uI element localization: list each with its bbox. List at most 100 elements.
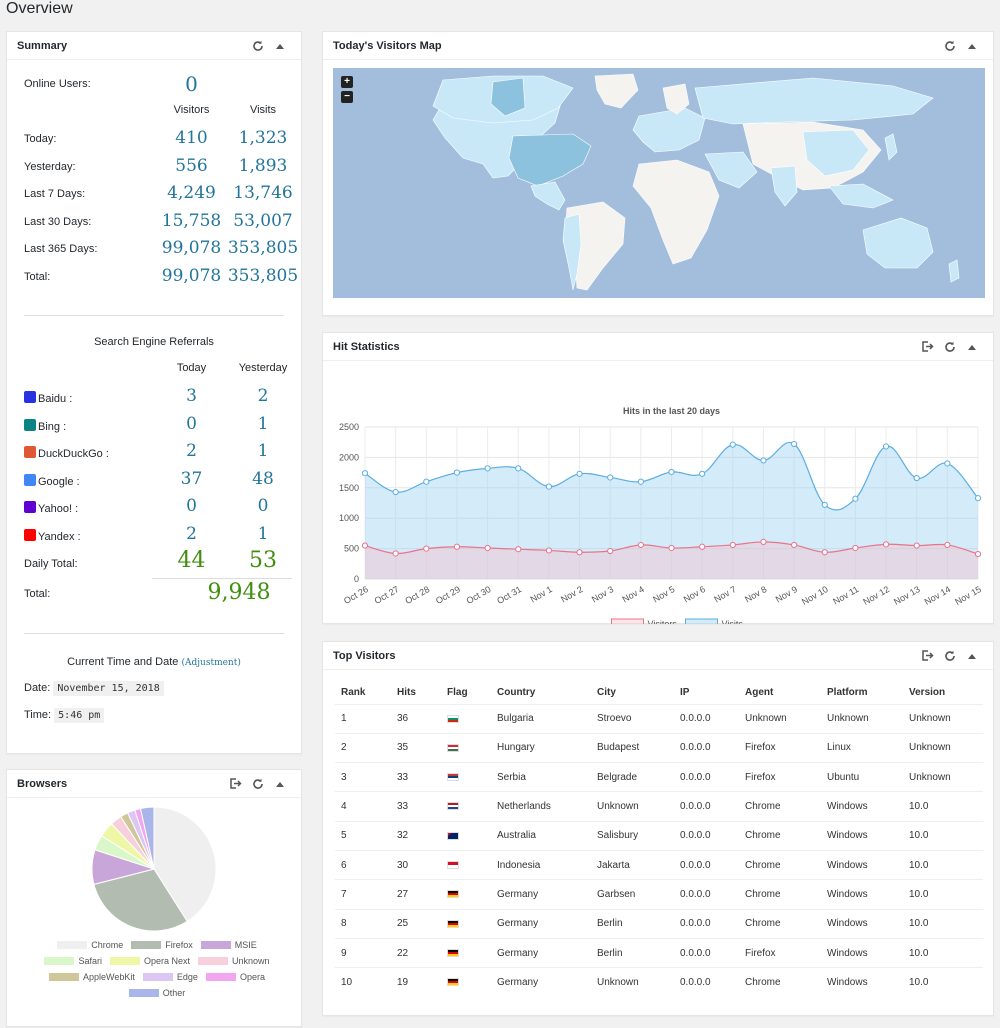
data-point-visitors[interactable] (361, 542, 369, 549)
map-region-usa[interactable] (508, 133, 592, 187)
data-point-visitors[interactable] (974, 550, 982, 558)
online-users-value[interactable]: 0 (185, 72, 198, 96)
data-point-visits[interactable] (361, 470, 369, 477)
data-point-visits[interactable] (423, 478, 430, 485)
data-point-visitors[interactable] (545, 547, 552, 554)
search-engine-yesterday[interactable]: 48 (252, 468, 274, 489)
data-point-visits[interactable] (668, 468, 675, 476)
data-point-visitors[interactable] (944, 541, 951, 549)
data-point-visits[interactable] (484, 465, 491, 472)
data-point-visits[interactable] (453, 469, 461, 476)
legend-item[interactable]: Edge (142, 972, 198, 982)
legend-item[interactable]: Opera (205, 972, 265, 982)
summary-row-visitors[interactable]: 4,249 (167, 183, 216, 204)
map-region-china[interactable] (802, 129, 870, 177)
map-region-japan[interactable] (884, 133, 898, 161)
export-icon[interactable] (225, 775, 247, 793)
data-point-visits[interactable] (515, 465, 522, 472)
data-point-visitors[interactable] (453, 543, 461, 550)
data-point-visits[interactable] (913, 474, 920, 482)
data-point-visitors[interactable] (423, 545, 430, 552)
refresh-icon[interactable] (939, 647, 961, 665)
refresh-icon[interactable] (247, 775, 269, 793)
map-region-southeast-asia[interactable] (828, 183, 894, 209)
data-point-visitors[interactable] (913, 542, 920, 549)
data-point-visitors[interactable] (668, 544, 675, 552)
search-engine-today[interactable]: 3 (186, 386, 197, 406)
search-engine-yesterday[interactable]: 2 (257, 386, 269, 406)
data-point-visits[interactable] (607, 474, 614, 481)
summary-row-visits[interactable]: 1,323 (238, 128, 288, 148)
summary-row-visitors[interactable]: 556 (175, 155, 208, 176)
refresh-icon[interactable] (939, 37, 961, 55)
search-engine-today[interactable]: 37 (180, 468, 203, 489)
map-region-south-america-west[interactable] (562, 213, 582, 291)
search-engine-yesterday[interactable]: 1 (257, 441, 269, 462)
map-region-alaska[interactable] (490, 77, 526, 117)
legend-item[interactable]: Other (128, 988, 185, 998)
collapse-toggle-icon[interactable] (961, 647, 983, 665)
collapse-toggle-icon[interactable] (269, 37, 291, 55)
data-point-visitors[interactable] (392, 550, 399, 557)
search-engine-today[interactable]: 0 (186, 413, 197, 434)
data-point-visits[interactable] (821, 501, 828, 508)
data-point-visitors[interactable] (484, 544, 491, 552)
legend-item[interactable]: Safari (44, 956, 102, 966)
legend-item[interactable]: AppleWebKit (49, 972, 135, 982)
data-point-visits[interactable] (576, 470, 583, 477)
data-point-visits[interactable] (760, 457, 767, 464)
search-engine-today[interactable]: 0 (186, 496, 197, 517)
data-point-visitors[interactable] (699, 543, 706, 550)
search-engine-yesterday[interactable]: 0 (257, 496, 269, 517)
collapse-toggle-icon[interactable] (961, 37, 983, 55)
data-point-visitors[interactable] (729, 541, 736, 549)
data-point-visits[interactable] (852, 495, 859, 502)
world-map[interactable]: + − (333, 68, 985, 298)
legend-item[interactable]: Firefox (131, 940, 193, 950)
data-point-visits[interactable] (699, 470, 706, 477)
map-region-scandinavia[interactable] (662, 83, 690, 115)
summary-row-visits[interactable]: 353,805 (227, 238, 299, 259)
export-icon[interactable] (917, 647, 939, 665)
map-region-mexico[interactable] (530, 181, 566, 211)
legend-item[interactable]: Unknown (198, 956, 270, 966)
data-point-visitors[interactable] (882, 541, 890, 548)
data-point-visits[interactable] (974, 495, 982, 502)
data-point-visits[interactable] (729, 441, 736, 448)
summary-row-visits[interactable]: 13,746 (233, 183, 293, 204)
data-point-visitors[interactable] (791, 541, 798, 549)
data-point-visitors[interactable] (821, 549, 828, 556)
legend-item[interactable]: Visitors (611, 618, 678, 624)
map-region-europe[interactable] (632, 107, 706, 153)
search-engine-yesterday[interactable]: 1 (257, 413, 269, 434)
data-point-visitors[interactable] (852, 544, 859, 552)
summary-row-visitors[interactable]: 99,078 (161, 238, 222, 259)
data-point-visits[interactable] (545, 483, 552, 490)
map-region-russia[interactable] (694, 77, 934, 125)
map-region-new-zealand[interactable] (948, 259, 960, 283)
map-region-greenland[interactable] (594, 73, 639, 109)
summary-row-visits[interactable]: 353,805 (227, 266, 299, 286)
data-point-visits[interactable] (944, 460, 951, 467)
data-point-visits[interactable] (637, 478, 644, 485)
export-icon[interactable] (917, 338, 939, 356)
data-point-visits[interactable] (791, 440, 798, 448)
refresh-icon[interactable] (939, 338, 961, 356)
refresh-icon[interactable] (247, 37, 269, 55)
legend-item[interactable]: Chrome (57, 940, 123, 950)
search-engine-yesterday[interactable]: 1 (257, 524, 269, 544)
summary-row-visitors[interactable]: 99,078 (161, 266, 222, 286)
data-point-visitors[interactable] (637, 541, 644, 549)
summary-row-visits[interactable]: 1,893 (238, 155, 288, 176)
data-point-visitors[interactable] (760, 538, 767, 546)
data-point-visitors[interactable] (515, 546, 522, 553)
collapse-toggle-icon[interactable] (269, 775, 291, 793)
data-point-visitors[interactable] (576, 549, 583, 556)
search-engine-today[interactable]: 2 (186, 441, 197, 462)
map-region-india[interactable] (770, 165, 798, 207)
data-point-visits[interactable] (882, 443, 890, 450)
summary-row-visits[interactable]: 53,007 (233, 210, 293, 231)
map-zoom-out-button[interactable]: − (341, 91, 353, 103)
map-zoom-in-button[interactable]: + (341, 76, 353, 88)
legend-item[interactable]: Opera Next (109, 956, 190, 966)
